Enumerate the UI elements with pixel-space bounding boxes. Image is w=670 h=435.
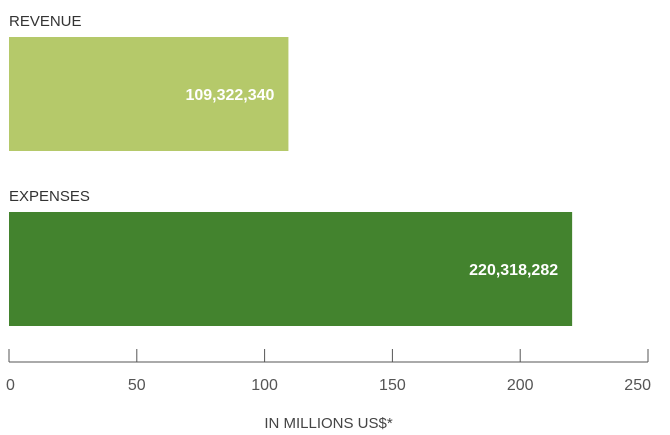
revenue-bar xyxy=(9,37,289,151)
bars-layer: REVENUE 109,322,340 EXPENSES 220,318,282 xyxy=(9,13,573,326)
x-tick-label: 100 xyxy=(251,377,278,394)
x-tick-label: 0 xyxy=(6,377,15,394)
x-axis-ticks: 0 50 100 150 200 250 xyxy=(6,349,651,394)
expenses-bar xyxy=(9,212,573,326)
x-axis-title: IN MILLIONS US$* xyxy=(264,415,393,432)
revenue-category-label: REVENUE xyxy=(9,13,82,30)
x-tick-label: 250 xyxy=(624,377,651,394)
x-tick-label: 50 xyxy=(128,377,146,394)
expenses-value-label: 220,318,282 xyxy=(469,262,558,279)
x-tick-label: 150 xyxy=(379,377,406,394)
x-tick-label: 200 xyxy=(507,377,534,394)
revenue-value-label: 109,322,340 xyxy=(185,87,274,104)
expenses-category-label: EXPENSES xyxy=(9,188,90,205)
